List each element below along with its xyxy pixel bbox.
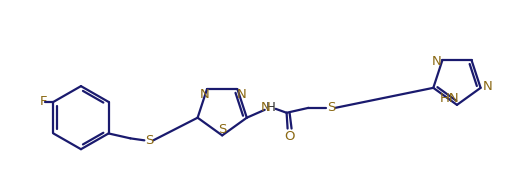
Text: F: F	[40, 96, 47, 108]
Text: S: S	[145, 134, 153, 147]
Text: O: O	[285, 130, 295, 143]
Text: N: N	[261, 101, 270, 114]
Text: N: N	[431, 55, 441, 68]
Text: HN: HN	[440, 92, 460, 105]
Text: N: N	[236, 88, 246, 101]
Text: N: N	[200, 88, 210, 101]
Text: S: S	[218, 123, 226, 136]
Text: H: H	[266, 101, 276, 114]
Text: N: N	[483, 80, 493, 93]
Text: S: S	[327, 101, 336, 114]
